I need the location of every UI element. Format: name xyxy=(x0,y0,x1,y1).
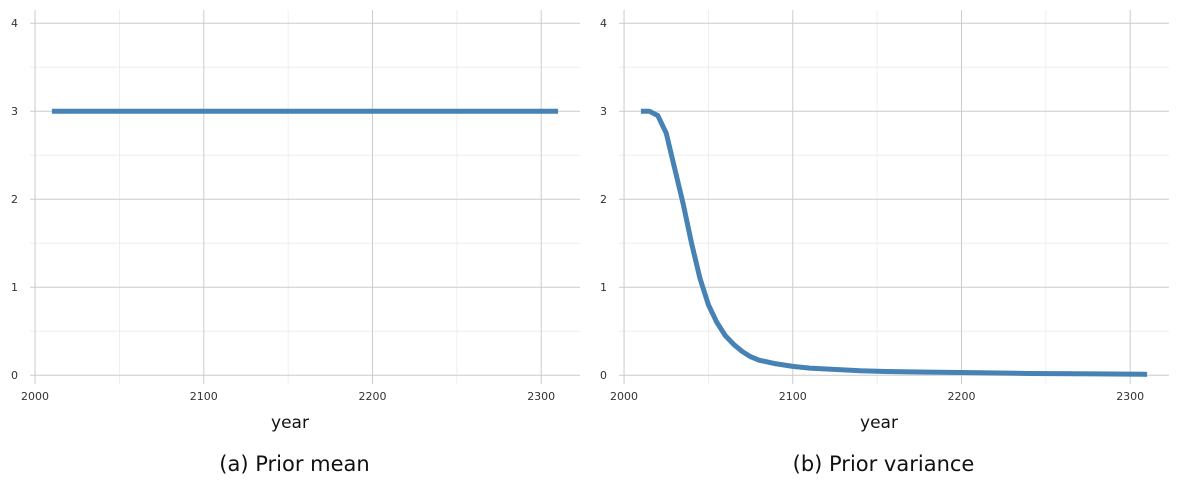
chart-prior-mean: 2000 2100 2200 2300 0 1 2 3 4 year xyxy=(11,10,580,433)
chart-prior-variance: 2000 2100 2200 2300 0 1 2 3 4 year xyxy=(600,10,1169,433)
panel-prior-variance: 2000 2100 2200 2300 0 1 2 3 4 year (b) Prior vari… xyxy=(589,0,1178,490)
x-axis-title: year xyxy=(271,413,309,433)
x-tick-label: 2200 xyxy=(358,390,386,403)
y-tick-label: 2 xyxy=(600,193,607,206)
grid xyxy=(619,10,1169,384)
y-tick-label: 4 xyxy=(600,17,607,30)
x-tick-label: 2100 xyxy=(779,390,807,403)
x-tick-label: 2300 xyxy=(1116,390,1144,403)
y-tick-label: 4 xyxy=(11,17,18,30)
series-line xyxy=(640,108,1148,377)
y-tick-label: 0 xyxy=(600,369,607,382)
x-tick-label: 2000 xyxy=(21,390,49,403)
grid xyxy=(30,10,580,384)
y-tick-label: 3 xyxy=(600,105,607,118)
panel-prior-mean: 2000 2100 2200 2300 0 1 2 3 4 year (a) Prior mean xyxy=(11,10,580,476)
y-tick-label: 1 xyxy=(600,281,607,294)
y-tick-label: 0 xyxy=(11,369,18,382)
caption-prior-mean: (a) Prior mean xyxy=(219,452,370,476)
x-tick-label: 2100 xyxy=(190,390,218,403)
y-tick-label: 3 xyxy=(11,105,18,118)
y-tick-label: 1 xyxy=(11,281,18,294)
x-axis-title: year xyxy=(860,413,898,433)
x-tick-label: 2000 xyxy=(610,390,638,403)
y-tick-label: 2 xyxy=(11,193,18,206)
caption-prior-variance: (b) Prior variance xyxy=(792,452,975,476)
x-tick-label: 2300 xyxy=(527,390,555,403)
x-tick-label: 2200 xyxy=(947,390,975,403)
